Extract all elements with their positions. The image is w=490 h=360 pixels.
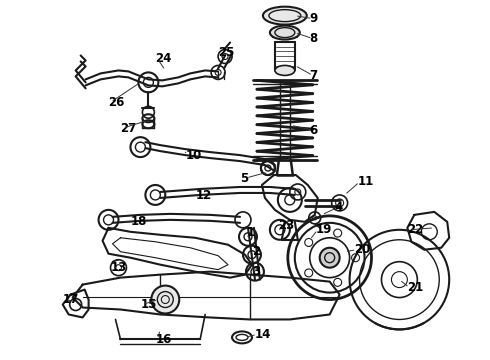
Circle shape [319, 248, 340, 268]
Text: 1: 1 [247, 226, 255, 239]
Text: 7: 7 [310, 69, 318, 82]
Circle shape [151, 285, 179, 314]
Text: 24: 24 [155, 52, 172, 65]
Text: 25: 25 [218, 46, 235, 59]
Text: 22: 22 [407, 223, 424, 236]
Text: 2: 2 [252, 245, 260, 258]
Text: 3: 3 [252, 265, 260, 278]
Ellipse shape [263, 7, 307, 24]
Ellipse shape [270, 26, 300, 40]
Text: 11: 11 [358, 175, 374, 189]
Text: 26: 26 [108, 96, 125, 109]
Text: 10: 10 [185, 149, 201, 162]
Text: 16: 16 [155, 333, 172, 346]
Text: 13: 13 [111, 261, 127, 274]
Text: 4: 4 [335, 201, 343, 215]
Text: 21: 21 [407, 281, 424, 294]
Text: 12: 12 [195, 189, 212, 202]
Text: 27: 27 [121, 122, 137, 135]
Text: 17: 17 [63, 293, 79, 306]
Ellipse shape [275, 66, 295, 75]
Text: 8: 8 [310, 32, 318, 45]
Text: 15: 15 [141, 298, 157, 311]
Text: 9: 9 [310, 12, 318, 25]
Text: 5: 5 [240, 171, 248, 185]
Text: 6: 6 [310, 124, 318, 137]
Text: 19: 19 [316, 223, 332, 236]
Text: 14: 14 [255, 328, 271, 341]
Text: 23: 23 [278, 219, 294, 232]
Text: 20: 20 [355, 243, 371, 256]
Text: 18: 18 [130, 215, 147, 228]
